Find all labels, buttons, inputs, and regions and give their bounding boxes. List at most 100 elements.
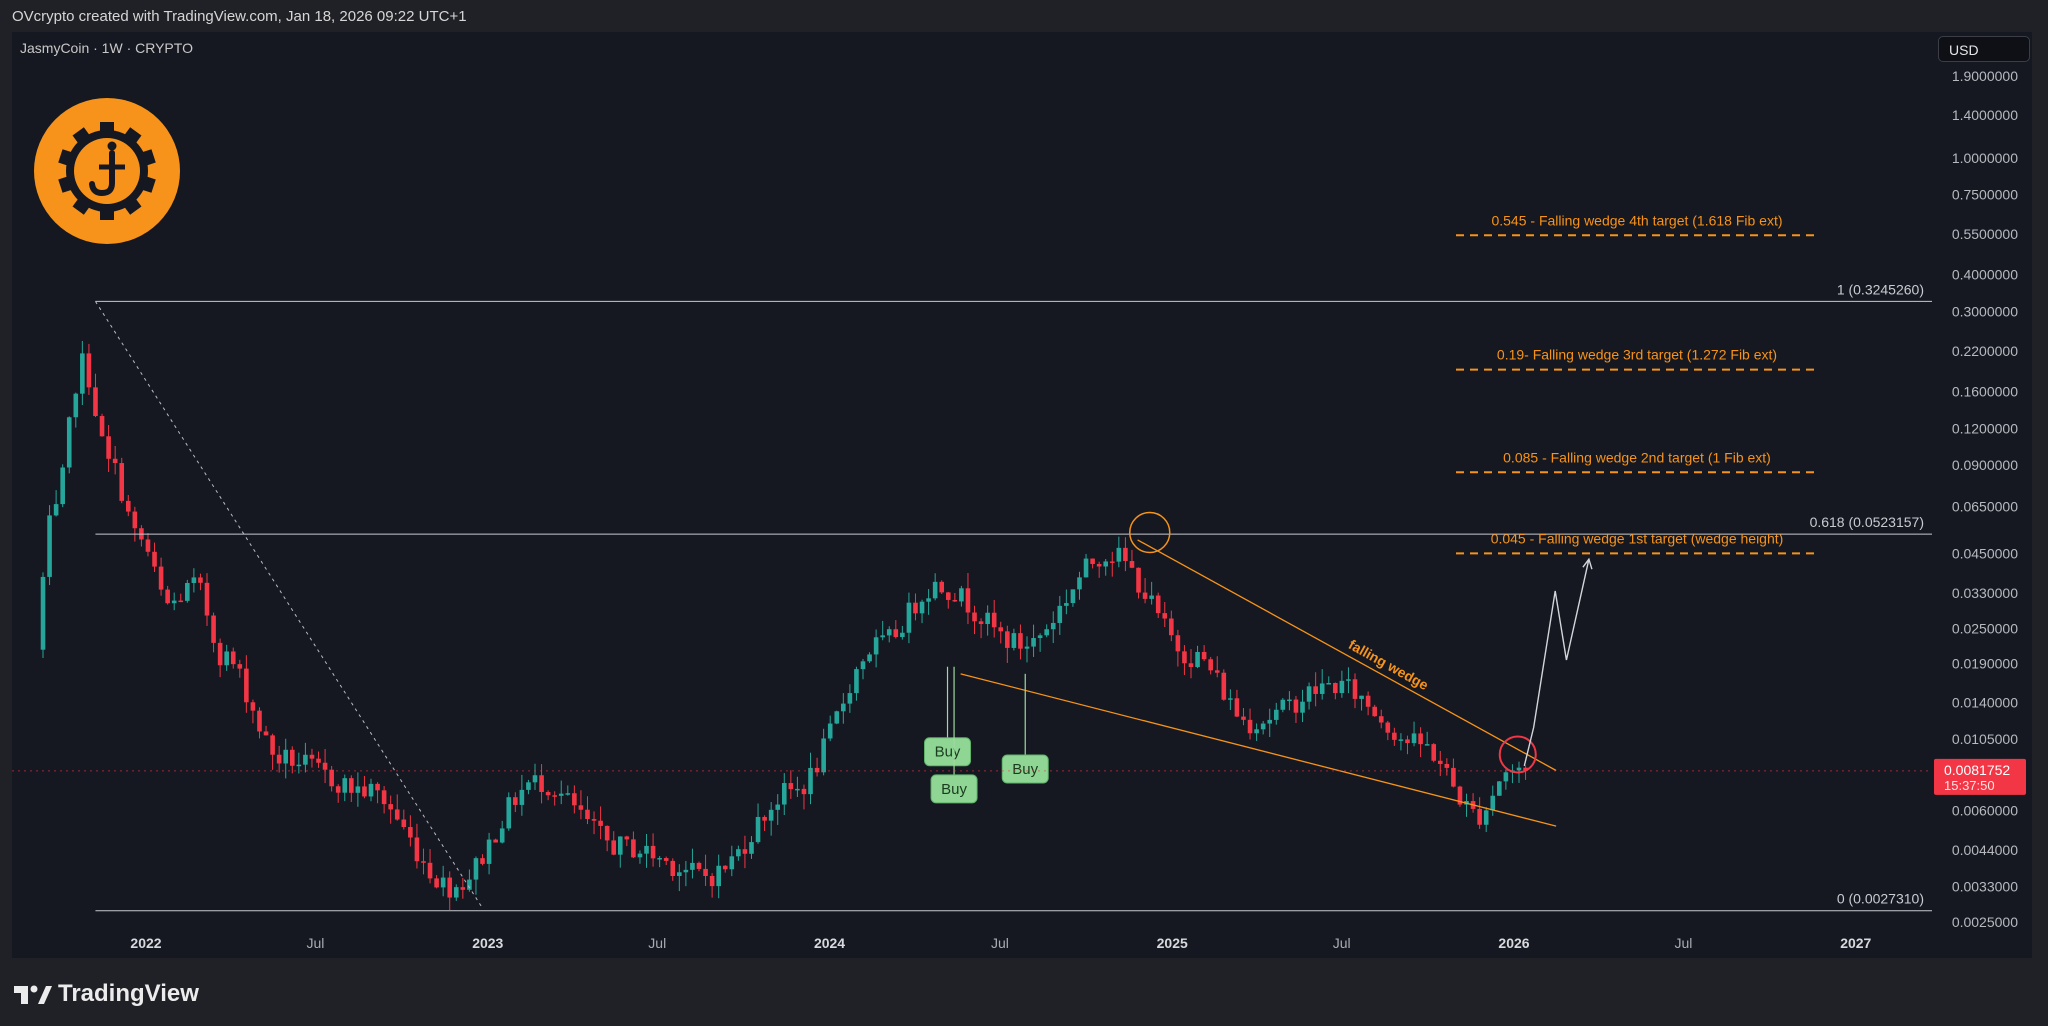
candle-body <box>952 599 958 602</box>
candle-body <box>1037 635 1043 639</box>
candle-body <box>1005 631 1010 648</box>
breakout-highlight-circle[interactable] <box>1498 735 1537 774</box>
wedge-upper-line[interactable] <box>1137 539 1557 772</box>
currency-button[interactable]: USD <box>1938 36 2030 62</box>
candle-body <box>276 754 282 764</box>
candle-body <box>1372 706 1377 717</box>
candle-body <box>1392 732 1397 740</box>
time-tick-label: Jul <box>648 935 666 951</box>
buy-signal-marker[interactable] <box>924 737 972 767</box>
candle-body <box>191 577 197 583</box>
candle-body <box>991 612 997 628</box>
candle-body <box>1064 603 1069 606</box>
candle-body <box>539 775 544 793</box>
candle-body <box>493 839 498 843</box>
candle-body <box>1300 701 1305 713</box>
candle-body <box>565 793 571 795</box>
price-tick-label: 0.0044000 <box>1952 842 2018 858</box>
candle-body <box>1497 781 1502 796</box>
candle-body <box>349 778 354 793</box>
buy-signal-marker[interactable] <box>1001 754 1049 784</box>
target-label: 0.19- Falling wedge 3rd target (1.272 Fi… <box>1497 347 1777 363</box>
candle-body <box>1273 709 1279 720</box>
downtrend-line[interactable] <box>95 301 483 908</box>
candle-body <box>1116 547 1122 562</box>
wedge-lower-line[interactable] <box>960 673 1557 827</box>
candle-body <box>1346 679 1351 681</box>
price-tick-label: 0.0105000 <box>1952 731 2018 747</box>
peak-highlight-circle[interactable] <box>1129 511 1171 554</box>
candle-body <box>263 731 269 736</box>
candle-body <box>460 887 466 890</box>
price-axis[interactable]: 1.9000000 1.4000000 1.0000000 0.7500000 0.55… <box>1934 68 2026 930</box>
candle-body <box>650 845 656 859</box>
candle-body <box>1169 618 1174 636</box>
candle-body <box>1339 680 1345 694</box>
candle-body <box>919 601 925 614</box>
candle-body <box>1333 683 1338 694</box>
candle-body <box>624 836 630 840</box>
candle-body <box>591 819 597 821</box>
candle-body <box>795 788 800 791</box>
candle-body <box>335 786 341 793</box>
tradingview-icon <box>14 985 52 1004</box>
target-label: 0.545 - Falling wedge 4th target (1.618 … <box>1491 212 1782 228</box>
price-tick-label: 0.0900000 <box>1952 457 2018 473</box>
candle-body <box>447 877 453 898</box>
projected-path[interactable] <box>1523 559 1590 767</box>
candle-body <box>1490 795 1496 811</box>
tradingview-logo[interactable]: TradingView <box>14 980 199 1008</box>
candle-body <box>73 393 79 418</box>
price-tick-label: 0.1200000 <box>1952 420 2018 436</box>
candle-body <box>644 845 649 854</box>
candle-body <box>270 735 275 755</box>
candle-body <box>572 793 577 806</box>
candle-body <box>1451 767 1456 787</box>
candle-body <box>185 582 190 601</box>
candle-body <box>932 581 938 599</box>
candle-body <box>158 566 164 590</box>
candle-body <box>230 651 236 665</box>
candle-body <box>1090 558 1095 564</box>
time-axis[interactable]: 2022 Jul 2023 Jul 2024 Jul 2025 Jul 2026 Jul 2027 <box>130 935 1871 951</box>
chart-area[interactable] <box>12 32 2032 958</box>
candle-body <box>309 754 315 759</box>
candle-body <box>467 879 472 890</box>
current-price-value: 0.0081752 <box>1944 762 2010 778</box>
candle-body <box>749 842 754 854</box>
candle-body <box>1103 561 1109 567</box>
time-tick-label: Jul <box>1333 935 1351 951</box>
candle-body <box>217 642 223 666</box>
buy-signal-marker[interactable] <box>930 774 978 804</box>
current-price-tag[interactable] <box>1934 758 2026 795</box>
candle-body <box>414 837 420 862</box>
candle-body <box>978 621 984 625</box>
pattern-label: falling wedge <box>1346 636 1432 693</box>
candle-body <box>322 762 328 770</box>
candle-body <box>1267 719 1273 724</box>
candle-body <box>125 500 131 512</box>
candle-body <box>1444 763 1450 768</box>
time-tick-label: Jul <box>991 935 1009 951</box>
candle-body <box>854 669 859 694</box>
candle-body <box>303 754 308 765</box>
candle-body <box>781 783 787 805</box>
candle-body <box>1385 722 1391 733</box>
candle-body <box>900 632 905 638</box>
candle-body <box>66 417 72 468</box>
candle-body <box>860 661 866 670</box>
candle-body <box>1437 760 1443 764</box>
price-tick-label: 0.0330000 <box>1952 585 2018 601</box>
candle-body <box>1024 646 1030 649</box>
candle-body <box>486 839 492 864</box>
symbol-label[interactable]: JasmyCoin · 1W · CRYPTO <box>20 40 193 56</box>
candle-body <box>880 635 885 638</box>
candle-body <box>499 828 505 843</box>
candle-body <box>532 775 538 783</box>
candle-body <box>1031 638 1036 647</box>
price-tick-label: 0.4000000 <box>1952 267 2018 283</box>
candle-body <box>408 827 413 838</box>
candle-body <box>1398 739 1404 741</box>
price-tick-label: 1.4000000 <box>1952 107 2018 123</box>
